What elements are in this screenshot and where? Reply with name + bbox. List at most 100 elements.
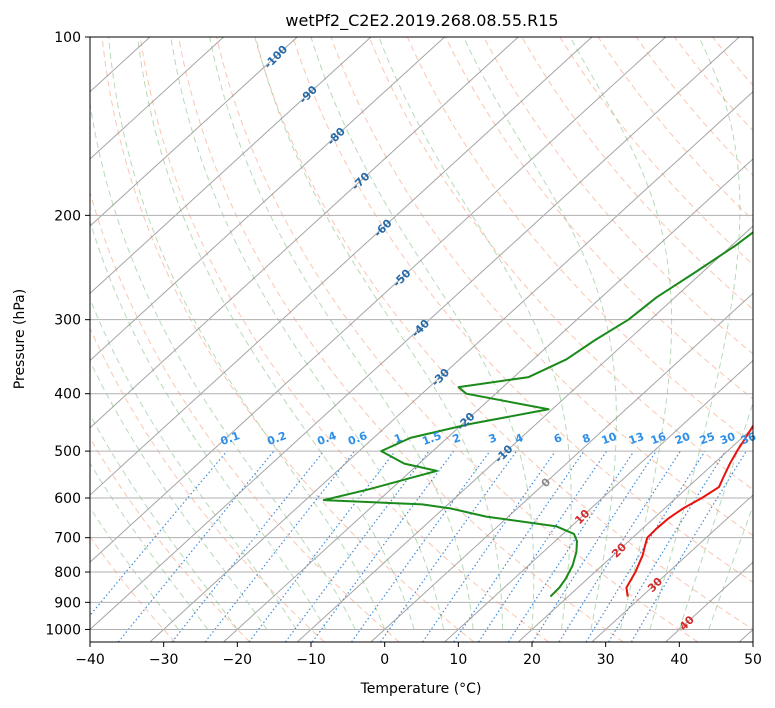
plot-frame: [89, 36, 754, 643]
mixing-ratio-line: [507, 450, 635, 642]
isotherm-line: [223, 158, 753, 642]
moist-adiabat-line: [170, 37, 445, 630]
dewpoint-profile-line: [322, 231, 753, 598]
mixing-ratio-line: [351, 450, 491, 642]
dry-adiabat-line: [139, 37, 549, 642]
y-tick-label: 1000: [45, 622, 81, 638]
mixing-ratio-line: [117, 450, 275, 642]
isotherm-line: [90, 37, 224, 160]
mixing-ratio-label: 1.5: [420, 429, 443, 448]
isotherm-line: [591, 494, 753, 642]
y-tick-label: 100: [54, 30, 81, 46]
mixing-ratio-label: 0.1: [219, 429, 242, 448]
isotherm-line: [296, 225, 753, 642]
moist-adiabat-line: [90, 413, 238, 630]
y-tick-label: 400: [54, 387, 81, 403]
isotherm-line: [90, 37, 519, 429]
isotherm-line: [90, 37, 445, 362]
mixing-ratio-label: 0.4: [315, 429, 338, 448]
dry-adiabat-line: [368, 37, 753, 491]
x-tick-label: −30: [149, 652, 179, 668]
mixing-ratio-label: 6: [552, 431, 564, 446]
mixing-ratio-line: [558, 450, 681, 642]
temperature-profile-line: [625, 424, 753, 597]
mixing-ratio-label: 16: [649, 430, 668, 448]
dry-adiabat-line: [177, 37, 624, 642]
moist-adiabat-line: [90, 297, 297, 630]
dry-adiabat-line: [90, 436, 251, 642]
isotherm-line: [370, 292, 753, 642]
x-tick-label: 40: [670, 652, 688, 668]
mixing-ratio-line: [453, 450, 585, 642]
isotherm-line: [444, 359, 753, 642]
mixing-ratio-line: [284, 450, 430, 642]
moist-adiabat-line: [255, 37, 504, 630]
isotherm-line: [90, 37, 740, 631]
mixing-ratio-label: 0.6: [346, 429, 369, 448]
mixing-ratio-label: 3: [487, 431, 499, 446]
y-tick-label: 200: [54, 208, 81, 224]
mixing-ratio-label: 20: [673, 430, 692, 448]
isotherm-line: [90, 37, 666, 563]
moist-adiabat-line: [310, 37, 535, 630]
isotherm-line: [517, 427, 753, 642]
dry-adiabat-line: [521, 37, 753, 310]
moist-adiabat-line: [569, 37, 673, 630]
isotherm-line: [90, 37, 298, 227]
chart-title: wetPf2_C2E2.2019.268.08.55.R15: [285, 11, 558, 31]
x-tick-label: −20: [223, 652, 253, 668]
mixing-ratio-line: [90, 450, 228, 617]
dry-adiabat-line: [90, 535, 176, 642]
y-tick-label: 800: [54, 565, 81, 581]
mixing-ratio-label: 8: [581, 431, 593, 446]
mixing-ratio-line: [608, 450, 727, 642]
isotherm-line: [90, 37, 372, 295]
mixing-ratio-line: [248, 450, 396, 642]
mixing-ratio-line: [311, 450, 455, 642]
dry-adiabat-line: [254, 37, 753, 631]
y-tick-label: 300: [54, 313, 81, 329]
x-tick-label: −10: [296, 652, 326, 668]
mixing-ratio-label: 2: [451, 431, 463, 446]
mixing-ratio-line: [532, 450, 657, 642]
y-tick-label: 500: [54, 444, 81, 460]
dry-adiabat-line: [101, 37, 475, 642]
isotherm-line: [149, 90, 753, 642]
moist-adiabat-line: [90, 359, 268, 630]
moist-adiabat-line: [90, 100, 356, 630]
mixing-ratio-label: 4: [513, 431, 525, 446]
mixing-ratio-line: [478, 450, 608, 642]
moist-adiabat-line: [678, 401, 753, 630]
x-axis-label: Temperature (°C): [360, 681, 482, 697]
x-tick-label: 0: [380, 652, 389, 668]
moist-adiabat-line: [708, 504, 753, 630]
y-tick-label: 700: [54, 531, 81, 547]
y-tick-label: 600: [54, 491, 81, 507]
moist-adiabat-line: [463, 37, 617, 630]
x-tick-label: 50: [744, 652, 762, 668]
moist-adiabat-line: [90, 462, 209, 630]
isotherm-line: [90, 37, 593, 496]
dry-adiabat-line: [90, 190, 400, 642]
x-tick-label: 20: [523, 652, 541, 668]
x-tick-label: −40: [75, 652, 105, 668]
mixing-ratio-line: [422, 450, 556, 642]
x-tick-label: 10: [449, 652, 467, 668]
dry-adiabat-line: [483, 37, 753, 355]
mixing-ratio-line: [171, 450, 325, 642]
mixing-ratio-label: 30: [718, 430, 737, 448]
dry-adiabat-line: [292, 37, 753, 583]
moist-adiabat-line: [108, 37, 386, 630]
y-axis-label: Pressure (hPa): [12, 289, 28, 389]
mixing-ratio-label: 13: [627, 430, 646, 447]
mixing-ratio-label: 1: [392, 431, 404, 446]
mixing-ratio-label: 0.2: [266, 429, 289, 448]
y-tick-label: 900: [54, 595, 81, 611]
x-tick-label: 30: [597, 652, 615, 668]
moist-adiabat-line: [137, 37, 415, 630]
moist-adiabat-line: [209, 37, 474, 630]
mixing-ratio-label: 25: [698, 430, 717, 447]
moist-adiabat-line: [649, 37, 741, 630]
moist-adiabat-line: [90, 506, 179, 630]
